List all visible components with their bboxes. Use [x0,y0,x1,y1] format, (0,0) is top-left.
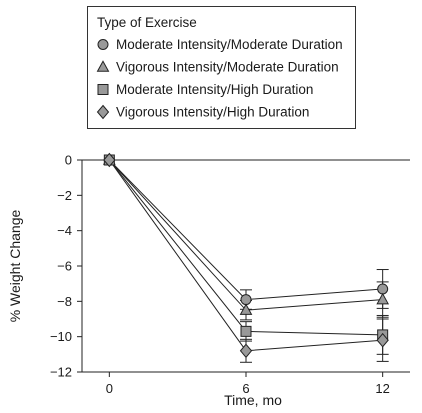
data-point [376,332,389,348]
legend-entry: Moderate Intensity/Moderate Duration [97,37,343,52]
legend-marker [96,104,110,120]
markers-vigorous-intensity-high-duration [103,152,389,359]
legend-entry-label: Moderate Intensity/Moderate Duration [116,37,343,52]
markers-moderate-intensity-moderate-duration [103,154,389,306]
y-tick-label: −8 [57,294,72,309]
legend-entry: Vigorous Intensity/Moderate Duration [96,60,339,75]
legend-marker [97,84,109,95]
x-axis-label: Time, mo [224,392,282,408]
plot-area: 0 −2 −4 −6 −8 −10 −12 0 6 12 Time, mo % Weight Ch… [7,152,410,408]
x-tick-label: 12 [375,381,389,396]
x-tick-label: 0 [106,381,113,396]
legend-entry: Vigorous Intensity/High Duration [96,104,309,120]
data-point [377,283,389,295]
series-moderate-intensity-high-duration [108,159,389,355]
legend-entry-label: Vigorous Intensity/Moderate Duration [116,60,339,75]
y-axis-label: % Weight Change [7,209,23,322]
legend-entry-label: Moderate Intensity/High Duration [116,82,313,97]
legend-marker [96,60,110,72]
data-point [239,343,253,359]
data-point [103,152,116,168]
y-tick-label: −2 [57,188,72,203]
legend-entry-label: Vigorous Intensity/High Duration [116,105,309,120]
data-point [239,303,253,315]
y-tick-label: −6 [57,259,72,274]
data-point [240,325,252,337]
legend: Type of Exercise Moderate Intensity/Mode… [87,6,356,129]
series-line [108,159,383,311]
y-tick-label: 0 [65,153,72,168]
data-point [240,294,252,306]
y-tick-label: −10 [50,329,72,344]
y-tick-label: −12 [50,365,72,380]
series-line [108,159,383,301]
legend-title: Type of Exercise [97,15,197,30]
legend-marker [97,39,109,50]
legend-entry: Moderate Intensity/High Duration [97,82,313,97]
data-point [376,292,390,305]
x-tick-label: 6 [242,381,249,396]
y-tick-label: −4 [57,223,72,238]
legend-box [87,6,356,129]
series-moderate-intensity-moderate-duration [108,159,389,310]
